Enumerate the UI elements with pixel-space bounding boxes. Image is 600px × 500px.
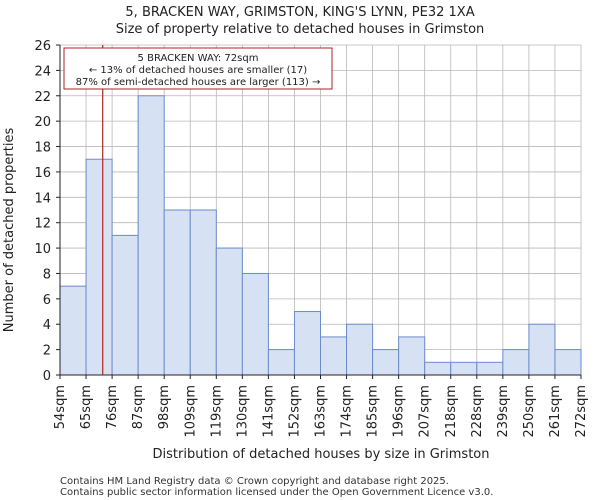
x-tick-label-2: 76sqm: [105, 385, 120, 429]
bar-14: [424, 361, 452, 376]
bar-1: [85, 158, 113, 376]
y-tick-label-14: 14: [34, 191, 51, 206]
x-tick-label-14: 207sqm: [418, 385, 433, 438]
x-tick-label-7: 130sqm: [235, 385, 250, 438]
annotation-box: 5 BRACKEN WAY: 72sqm ← 13% of detached h…: [63, 47, 333, 90]
bar-0: [59, 285, 87, 376]
y-tick-label-20: 20: [34, 115, 51, 130]
bar-7: [241, 272, 269, 376]
bar-2: [111, 234, 139, 376]
x-ticks: 54sqm 65sqm 76sqm 87sqm 98sqm 109sqm 119sqm 130…: [53, 375, 589, 438]
annotation-line3: 87% of semi-detached houses are larger (…: [76, 77, 321, 88]
x-tick-label-19: 261sqm: [548, 385, 563, 438]
x-tick-label-12: 185sqm: [366, 385, 381, 438]
bar-3: [137, 95, 165, 376]
x-tick-label-16: 228sqm: [470, 385, 485, 438]
bar-4: [163, 209, 191, 376]
bar-6: [215, 247, 243, 376]
bar-8: [267, 349, 295, 376]
y-tick-label-4: 4: [43, 318, 51, 333]
y-tick-label-12: 12: [34, 217, 51, 232]
x-tick-label-3: 87sqm: [131, 385, 146, 429]
y-tick-label-24: 24: [34, 64, 51, 79]
y-tick-label-8: 8: [43, 267, 51, 282]
bar-16: [476, 361, 504, 376]
x-tick-label-0: 54sqm: [53, 385, 68, 429]
x-tick-label-20: 272sqm: [574, 385, 589, 438]
y-tick-label-26: 26: [34, 39, 51, 54]
y-tick-label-18: 18: [34, 141, 51, 156]
y-tick-label-22: 22: [34, 90, 51, 105]
x-tick-label-1: 65sqm: [79, 385, 94, 429]
x-tick-label-13: 196sqm: [392, 385, 407, 438]
x-tick-label-8: 141sqm: [261, 385, 276, 438]
bars-layer: [59, 95, 582, 376]
y-tick-label-10: 10: [34, 242, 51, 257]
x-tick-label-5: 109sqm: [183, 385, 198, 438]
x-tick-label-10: 163sqm: [314, 385, 329, 438]
bar-11: [346, 323, 374, 376]
bar-10: [320, 336, 348, 376]
annotation-line2: ← 13% of detached houses are smaller (17…: [89, 65, 307, 76]
bar-9: [293, 311, 322, 376]
footer-line1: Contains HM Land Registry data © Crown c…: [60, 476, 449, 487]
x-tick-label-15: 218sqm: [444, 385, 459, 438]
y-tick-label-6: 6: [43, 293, 51, 308]
x-tick-label-6: 119sqm: [209, 385, 224, 438]
x-tick-label-4: 98sqm: [157, 385, 172, 429]
bar-5: [189, 209, 217, 376]
bar-18: [528, 323, 556, 376]
bar-12: [372, 349, 400, 376]
x-tick-label-11: 174sqm: [340, 385, 355, 438]
y-tick-label-16: 16: [34, 166, 51, 181]
x-tick-label-9: 152sqm: [287, 385, 302, 438]
bar-17: [502, 349, 530, 376]
annotation-frame: [63, 47, 333, 90]
annotation-line1: 5 BRACKEN WAY: 72sqm: [138, 53, 259, 64]
footer-line2: Contains public sector information licen…: [60, 487, 493, 498]
x-axis-label: Distribution of detached houses by size …: [153, 447, 490, 462]
chart-title-line2: Size of property relative to detached ho…: [116, 22, 485, 37]
x-tick-label-18: 250sqm: [522, 385, 537, 438]
y-tick-label-0: 0: [43, 369, 51, 384]
y-tick-label-2: 2: [43, 344, 51, 359]
chart-title-line1: 5, BRACKEN WAY, GRIMSTON, KING'S LYNN, P…: [125, 5, 474, 20]
y-axis-label: Number of detached properties: [2, 128, 17, 333]
bar-15: [450, 361, 478, 376]
x-tick-label-17: 239sqm: [496, 385, 511, 438]
bar-19: [554, 349, 582, 376]
bar-13: [398, 336, 426, 376]
